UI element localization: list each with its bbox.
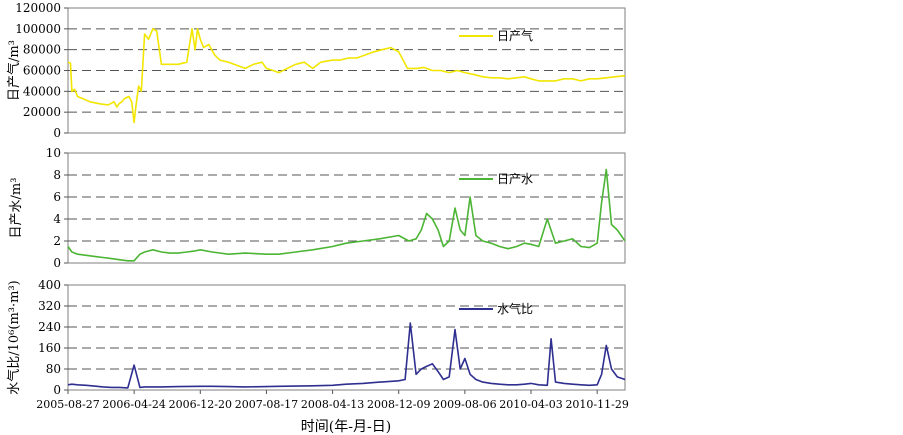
plot-frame	[67, 7, 626, 134]
y-tick-label: 0	[53, 256, 61, 270]
y-tick-label: 60000	[23, 64, 61, 78]
legend-label: 水气比	[497, 301, 533, 316]
chart-panel-3: 0 80 160 240 320 400 水气比/10⁶(m³·m³) 水气比	[6, 278, 626, 397]
x-tick-label: 2006-04-24	[102, 398, 165, 411]
series-line	[67, 27, 626, 124]
x-axis-title: 时间(年-月-日)	[301, 419, 391, 435]
y-tick-label: 320	[38, 299, 61, 313]
y-axis-title: 水气比/10⁶(m³·m³)	[6, 280, 22, 395]
chart-panel-2: 0 2 4 6 8 10 日产水/m³ 日产水	[9, 146, 626, 270]
chart-panels: 020000400006000080000100000120000日产气/m³日…	[6, 1, 626, 397]
x-axis: 2005-08-27 2006-04-24 2006-12-20 2007-08-17…	[36, 390, 629, 411]
chart-panel-1: 0 20000 40000 60000 80000 100000 120000 日产气/m³ 日…	[6, 1, 626, 140]
y-tick-label: 0	[53, 126, 61, 140]
plot-frame	[67, 284, 626, 391]
y-tick-label: 80	[46, 362, 61, 376]
y-tick-label: 0	[53, 383, 61, 397]
legend-label: 日产气	[497, 28, 533, 43]
y-tick-label: 20000	[23, 105, 61, 119]
y-tick-label: 8	[53, 168, 61, 182]
x-tick-label: 2006-12-20	[169, 398, 232, 411]
x-tick-label: 2008-04-13	[301, 398, 364, 411]
x-tick-label: 2010-11-29	[565, 398, 628, 411]
y-tick-label: 240	[38, 320, 61, 334]
y-axis-title: 日产水/m³	[9, 178, 24, 239]
y-tick-label: 4	[53, 212, 61, 226]
series-line	[67, 168, 626, 262]
y-tick-label: 120000	[15, 1, 61, 15]
y-tick-label: 10	[46, 146, 61, 160]
x-tick-label: 2005-08-27	[36, 398, 99, 411]
y-tick-label: 6	[53, 190, 61, 204]
y-tick-label: 100000	[15, 22, 61, 36]
y-axis-title: 日产气/m³	[6, 40, 22, 101]
x-tick-label: 2010-04-03	[499, 398, 562, 411]
x-tick-label: 2009-08-06	[433, 398, 496, 411]
legend-label: 日产水	[497, 172, 533, 186]
series-line	[67, 322, 626, 389]
y-tick-label: 160	[38, 341, 61, 355]
plot-frame	[67, 152, 626, 264]
y-tick-label: 2	[53, 234, 61, 248]
y-tick-label: 40000	[23, 84, 61, 98]
y-tick-label: 80000	[23, 43, 61, 57]
x-tick-label: 2007-08-17	[235, 398, 298, 411]
y-tick-label: 400	[38, 278, 61, 292]
x-tick-label: 2008-12-09	[367, 398, 430, 411]
